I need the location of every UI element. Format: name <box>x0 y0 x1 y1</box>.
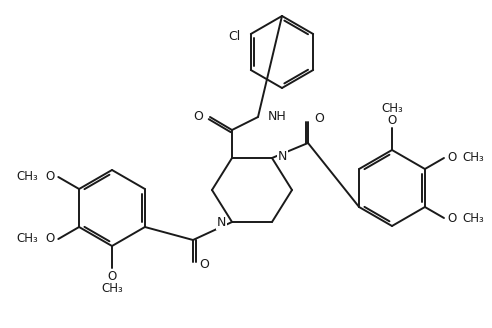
Text: O: O <box>193 111 203 124</box>
Text: N: N <box>216 216 226 230</box>
Text: O: O <box>387 113 397 127</box>
Text: O: O <box>45 171 54 183</box>
Text: CH₃: CH₃ <box>17 171 38 183</box>
Text: O: O <box>314 113 324 126</box>
Text: CH₃: CH₃ <box>381 101 403 114</box>
Text: O: O <box>447 212 456 224</box>
Text: O: O <box>447 152 456 165</box>
Text: CH₃: CH₃ <box>462 152 484 165</box>
Text: O: O <box>199 257 209 271</box>
Text: CH₃: CH₃ <box>17 233 38 245</box>
Text: NH: NH <box>268 111 287 124</box>
Text: Cl: Cl <box>229 30 241 43</box>
Text: CH₃: CH₃ <box>101 281 123 295</box>
Text: O: O <box>107 270 117 282</box>
Text: N: N <box>278 151 287 163</box>
Text: O: O <box>45 233 54 245</box>
Text: CH₃: CH₃ <box>462 212 484 224</box>
